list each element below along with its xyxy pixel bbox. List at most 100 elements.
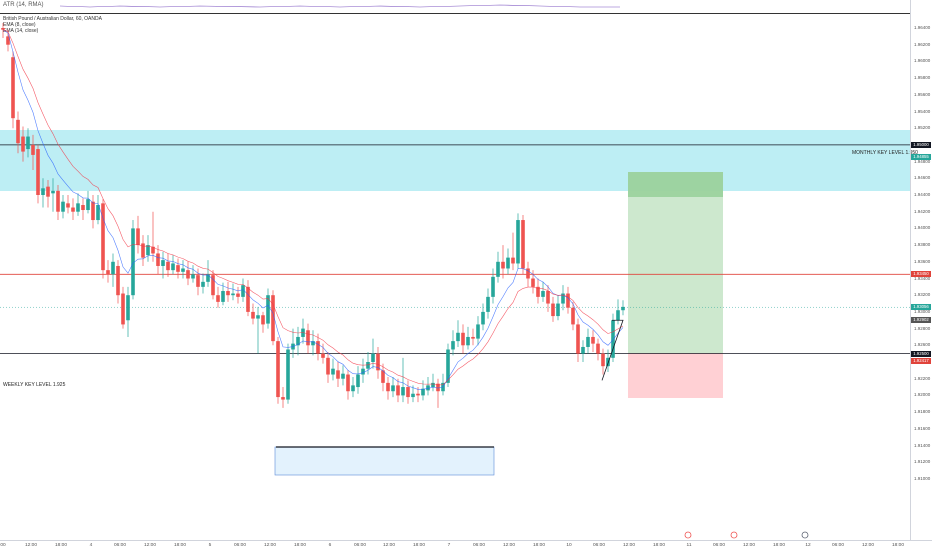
bearish-candle xyxy=(546,291,550,304)
economic-event-icon[interactable] xyxy=(684,531,692,539)
bullish-candle xyxy=(496,261,500,277)
price-tick: 1.94400 xyxy=(914,192,931,197)
price-tick: 1.94000 xyxy=(914,225,931,231)
bullish-candle xyxy=(146,245,150,256)
bullish-candle xyxy=(76,203,80,212)
bearish-candle xyxy=(601,353,605,367)
bearish-candle xyxy=(396,385,400,396)
bearish-candle xyxy=(16,119,20,144)
weekly-level-label: WEEKLY KEY LEVEL 1.925 xyxy=(3,382,66,388)
price-tick: 1.93800 xyxy=(914,242,931,248)
bearish-candle xyxy=(416,393,420,396)
bullish-candle xyxy=(51,190,55,194)
time-tick: 12:00 xyxy=(24,543,38,548)
bullish-candle xyxy=(426,385,430,391)
bearish-candle xyxy=(406,387,410,398)
bullish-candle xyxy=(451,341,455,350)
bearish-candle xyxy=(101,203,105,271)
bearish-candle xyxy=(306,330,310,346)
price-tick: 1.95400 xyxy=(914,108,931,114)
bullish-candle xyxy=(581,346,585,354)
bullish-candle xyxy=(26,136,30,150)
price-scale[interactable]: 1.96400 1.96200 1.96000 1.95800 1.95600 1.954… xyxy=(910,0,932,540)
bullish-candle xyxy=(356,374,360,388)
time-tick: 12:00 xyxy=(742,543,756,548)
bullish-candle xyxy=(201,281,205,287)
bearish-candle xyxy=(251,311,255,319)
bearish-candle xyxy=(6,36,10,45)
ema-fast-label[interactable]: EMA (8, close) xyxy=(3,22,36,29)
time-tick: 18:00 xyxy=(891,543,905,548)
bearish-candle xyxy=(511,257,515,264)
bullish-candle xyxy=(331,368,335,375)
bearish-candle xyxy=(576,324,580,354)
price-tick: 1.92000 xyxy=(914,392,931,398)
bearish-candle xyxy=(436,383,440,392)
symbol-title[interactable]: British Pound / Australian Dollar, 60, O… xyxy=(3,16,102,22)
bullish-candle xyxy=(506,257,510,269)
time-tick: 12:00 xyxy=(263,543,277,548)
time-tick: 18:00 xyxy=(652,543,666,548)
time-tick: 18:00 xyxy=(54,543,68,548)
event-flag-icon xyxy=(684,531,692,539)
price-tick: 1.91600 xyxy=(914,425,931,431)
price-tag: 1.94855 xyxy=(911,154,931,160)
time-tick: 18:00 xyxy=(532,543,546,548)
bearish-candle xyxy=(316,341,320,354)
price-tick: 1.95200 xyxy=(914,125,931,131)
bullish-candle xyxy=(171,263,175,271)
bullish-candle xyxy=(361,368,365,375)
bearish-candle xyxy=(121,293,125,325)
price-tick: 1.93000 xyxy=(914,308,931,314)
bullish-candle xyxy=(556,303,560,317)
time-tick: 12:00 xyxy=(143,543,157,548)
price-tick: 1.93600 xyxy=(914,258,931,264)
price-tick: 1.94200 xyxy=(914,208,931,214)
bearish-candle xyxy=(151,246,155,254)
bullish-candle xyxy=(311,341,315,346)
bullish-candle xyxy=(296,336,300,346)
bearish-candle xyxy=(31,144,35,155)
bearish-candle xyxy=(196,275,200,287)
bearish-candle xyxy=(261,315,265,325)
bullish-candle xyxy=(476,324,480,339)
bullish-candle xyxy=(96,205,100,221)
time-tick: 18:00 xyxy=(772,543,786,548)
time-axis[interactable]: 00 12:00 18:00 4 06:00 12:00 18:00 5 06:00 12:00 1… xyxy=(0,540,932,551)
bearish-candle xyxy=(176,265,180,272)
time-tick: 12:00 xyxy=(382,543,396,548)
price-tick: 1.91200 xyxy=(914,459,931,465)
price-tick: 1.93400 xyxy=(914,275,931,281)
bearish-candle xyxy=(156,253,160,266)
bearish-candle xyxy=(276,341,280,398)
ema-14-line xyxy=(2,29,624,386)
bullish-candle xyxy=(256,315,260,319)
economic-event-icon[interactable] xyxy=(801,531,809,539)
bearish-candle xyxy=(501,261,505,269)
time-tick: 06:00 xyxy=(353,543,367,548)
bullish-candle xyxy=(41,188,45,195)
price-tick: 1.93200 xyxy=(914,292,931,298)
bearish-candle xyxy=(596,343,600,354)
bullish-candle xyxy=(611,320,615,358)
event-flag-icon xyxy=(801,531,809,539)
time-tick: 06:00 xyxy=(233,543,247,548)
price-chart-canvas[interactable] xyxy=(0,13,910,540)
price-tick: 1.96400 xyxy=(914,25,931,30)
time-tick: 6 xyxy=(328,543,332,548)
price-tick: 1.91800 xyxy=(914,409,931,415)
economic-event-icon[interactable] xyxy=(730,531,738,539)
long-position-target-zone xyxy=(628,172,723,353)
event-flag-icon xyxy=(730,531,738,539)
bearish-candle xyxy=(91,201,95,221)
ema-8-line xyxy=(2,29,624,390)
bearish-candle xyxy=(521,220,525,269)
bullish-candle xyxy=(191,274,195,279)
bullish-candle xyxy=(456,332,460,342)
bullish-candle xyxy=(421,388,425,396)
bullish-candle xyxy=(111,261,115,275)
ema-slow-label[interactable]: EMA (14, close) xyxy=(3,28,39,35)
time-tick: 06:00 xyxy=(712,543,726,548)
atr-indicator-pane[interactable]: ATR (14, RMA) xyxy=(0,0,910,14)
